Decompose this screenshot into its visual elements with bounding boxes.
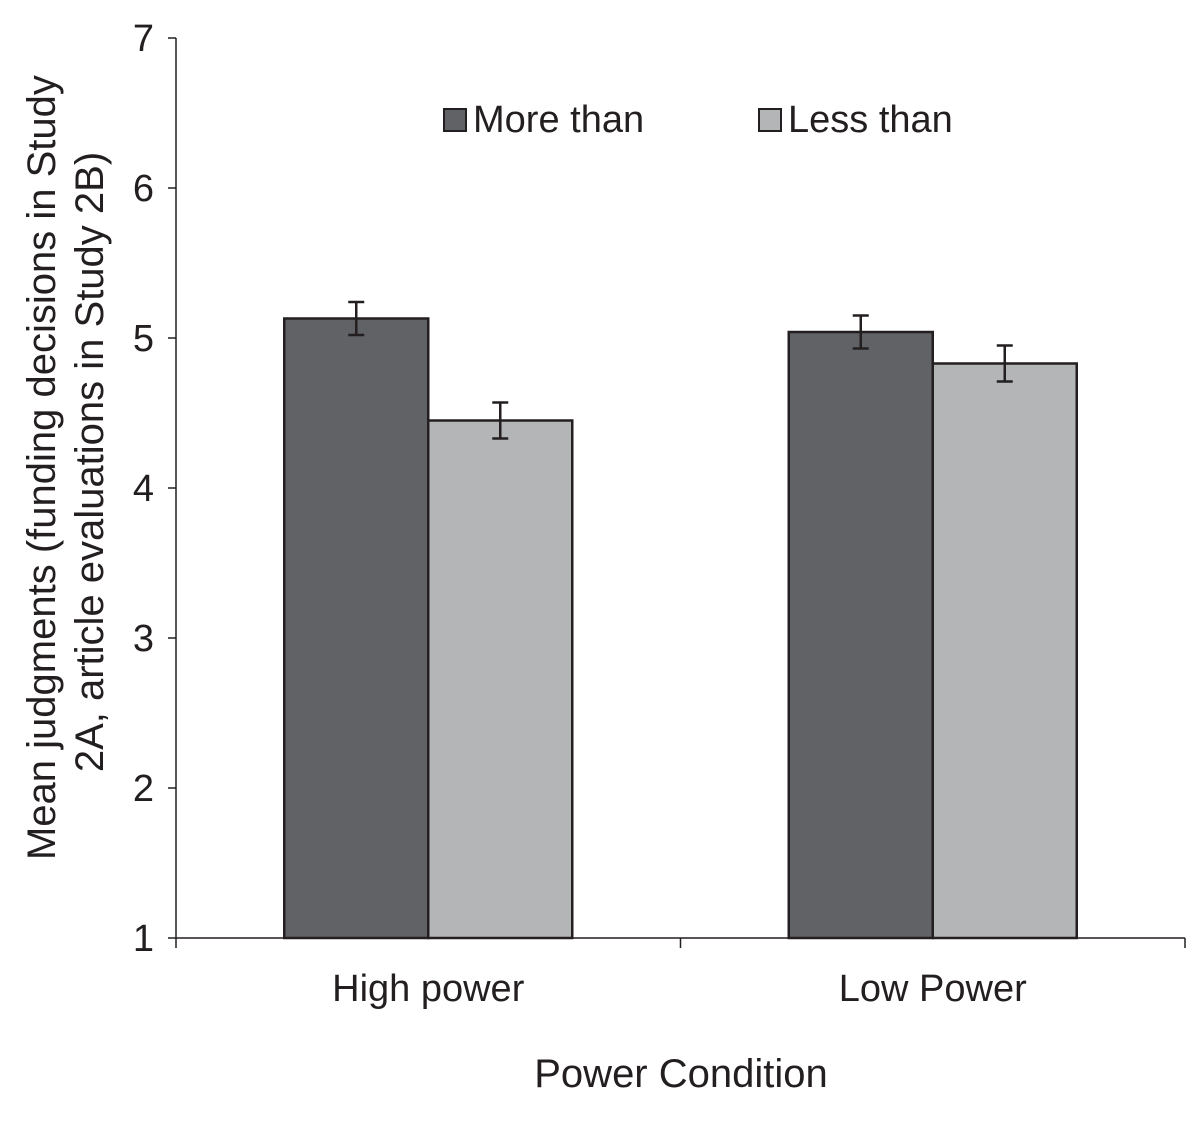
y-tick-label: 7 [133, 18, 154, 60]
bar [283, 317, 430, 940]
bar [931, 362, 1078, 940]
y-axis-title: Mean judgments (funding decisions in Stu… [20, 64, 112, 860]
y-tick-label: 5 [133, 318, 154, 360]
x-category-label: High power [332, 968, 525, 1010]
bars [283, 317, 1078, 940]
legend-label: Less than [788, 99, 953, 141]
bar [427, 419, 574, 940]
y-axis: 1 2 3 4 5 6 7 [133, 18, 177, 960]
legend-swatch [443, 108, 467, 132]
bar [787, 330, 934, 940]
legend-label: More than [473, 99, 644, 141]
y-tick-label: 6 [133, 168, 154, 210]
y-tick-label: 1 [133, 918, 154, 960]
y-tick-label: 3 [133, 618, 154, 660]
y-axis-title-line-2: 2A, article evaluations in Study 2B) [68, 152, 112, 772]
legend: More than Less than [443, 99, 953, 141]
y-axis-title-line-1: Mean judgments (funding decisions in Stu… [20, 75, 64, 860]
y-tick-label: 4 [133, 468, 154, 510]
x-category-label: Low Power [839, 968, 1027, 1010]
y-tick-label: 2 [133, 768, 154, 810]
x-axis-title: Power Condition [534, 1052, 828, 1096]
legend-swatch [758, 108, 782, 132]
error-bars [348, 300, 1013, 440]
x-axis: High power Low Power [175, 937, 1186, 1010]
